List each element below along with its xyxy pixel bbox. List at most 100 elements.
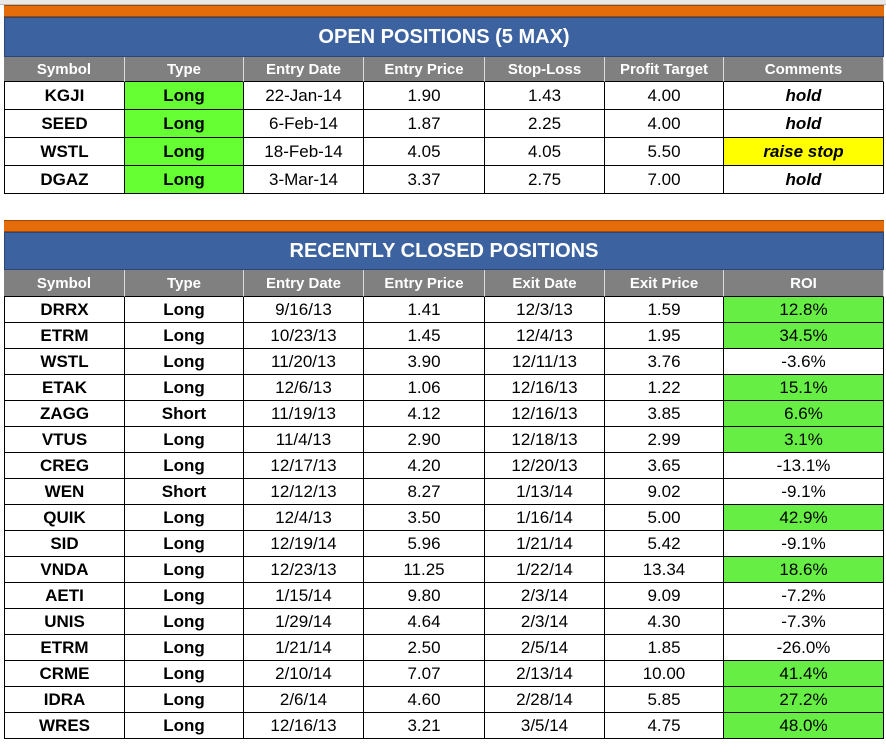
table-cell: DGAZ (4, 166, 125, 194)
table-cell: 3.37 (364, 166, 485, 194)
column-header: Entry Date (244, 57, 364, 82)
table-cell: 1/16/14 (485, 505, 605, 531)
table-cell: 12.8% (724, 297, 884, 323)
table-cell: 3.1% (724, 427, 884, 453)
table-cell: 12/3/13 (485, 297, 605, 323)
table-cell: 9.80 (364, 583, 485, 609)
table-cell: Long (125, 661, 244, 687)
table-cell: 2/3/14 (485, 609, 605, 635)
table-cell: 2/3/14 (485, 583, 605, 609)
column-header: Symbol (4, 270, 125, 297)
table-cell: 1.87 (364, 110, 485, 138)
table-cell: KGJI (4, 82, 125, 110)
table-cell: 4.05 (364, 138, 485, 166)
table-cell: 15.1% (724, 375, 884, 401)
table-cell: 18-Feb-14 (244, 138, 364, 166)
table-cell: 1/21/14 (485, 531, 605, 557)
table-cell: 5.42 (605, 531, 724, 557)
column-header: ROI (724, 270, 884, 297)
table-cell: 3.21 (364, 713, 485, 739)
table-cell: -13.1% (724, 453, 884, 479)
table-cell: ZAGG (4, 401, 125, 427)
table-cell: 11/4/13 (244, 427, 364, 453)
table-cell: 4.75 (605, 713, 724, 739)
table-cell: -9.1% (724, 531, 884, 557)
table-cell: ETRM (4, 635, 125, 661)
section-title: RECENTLY CLOSED POSITIONS (4, 232, 884, 270)
table-cell: 1.45 (364, 323, 485, 349)
table-cell: 1/21/14 (244, 635, 364, 661)
table-cell: 7.07 (364, 661, 485, 687)
table-cell: VNDA (4, 557, 125, 583)
table-cell: 3.65 (605, 453, 724, 479)
table-cell: 5.85 (605, 687, 724, 713)
table-cell: 4.05 (485, 138, 605, 166)
table-cell: VTUS (4, 427, 125, 453)
table-cell: -9.1% (724, 479, 884, 505)
table-cell: CRME (4, 661, 125, 687)
table-cell: 12/17/13 (244, 453, 364, 479)
table-cell: 12/12/13 (244, 479, 364, 505)
table-cell: Long (125, 453, 244, 479)
table-cell: hold (724, 166, 884, 194)
table-cell: 12/23/13 (244, 557, 364, 583)
column-header: Type (125, 57, 244, 82)
table-cell: 1.85 (605, 635, 724, 661)
column-header: Profit Target (605, 57, 724, 82)
table-cell: 2/13/14 (485, 661, 605, 687)
table-cell: 3.50 (364, 505, 485, 531)
table-cell: QUIK (4, 505, 125, 531)
column-header: Comments (724, 57, 884, 82)
table-cell: 12/11/13 (485, 349, 605, 375)
table-cell: 27.2% (724, 687, 884, 713)
table-cell: 12/16/13 (244, 713, 364, 739)
table-cell: Long (125, 635, 244, 661)
table-cell: ETAK (4, 375, 125, 401)
table-cell: 4.30 (605, 609, 724, 635)
table-cell: 2/10/14 (244, 661, 364, 687)
table-cell: -26.0% (724, 635, 884, 661)
table-cell: 1.59 (605, 297, 724, 323)
table-cell: 1.41 (364, 297, 485, 323)
table-cell: 10/23/13 (244, 323, 364, 349)
table-cell: 12/18/13 (485, 427, 605, 453)
table-cell: 34.5% (724, 323, 884, 349)
column-header: Exit Date (485, 270, 605, 297)
table-cell: 3-Mar-14 (244, 166, 364, 194)
table-cell: ETRM (4, 323, 125, 349)
table-cell: Long (125, 166, 244, 194)
table-cell: DRRX (4, 297, 125, 323)
table-cell: Short (125, 401, 244, 427)
table-cell: 2/28/14 (485, 687, 605, 713)
table-cell: UNIS (4, 609, 125, 635)
table-cell: 1.43 (485, 82, 605, 110)
table-cell: 22-Jan-14 (244, 82, 364, 110)
table-cell: Long (125, 583, 244, 609)
table-cell: 2/6/14 (244, 687, 364, 713)
table-cell: 1.06 (364, 375, 485, 401)
table-cell: 3/5/14 (485, 713, 605, 739)
section-bar (4, 220, 884, 232)
table-cell: Long (125, 375, 244, 401)
table-cell: 12/16/13 (485, 401, 605, 427)
table-cell: Long (125, 531, 244, 557)
table-cell: 10.00 (605, 661, 724, 687)
table-cell: Long (125, 609, 244, 635)
table-cell: -7.2% (724, 583, 884, 609)
table-cell: 9/16/13 (244, 297, 364, 323)
table-cell: 2.25 (485, 110, 605, 138)
table-cell: 4.60 (364, 687, 485, 713)
table-cell: 1.22 (605, 375, 724, 401)
table-cell: CREG (4, 453, 125, 479)
table-cell: 1/15/14 (244, 583, 364, 609)
column-header: Symbol (4, 57, 125, 82)
table-cell: 5.00 (605, 505, 724, 531)
table-cell: 7.00 (605, 166, 724, 194)
table-cell: 6-Feb-14 (244, 110, 364, 138)
table-cell: WSTL (4, 138, 125, 166)
table-cell: Long (125, 427, 244, 453)
table-cell: Long (125, 138, 244, 166)
section-bar (4, 5, 884, 17)
table-cell: SEED (4, 110, 125, 138)
table-cell: 4.00 (605, 82, 724, 110)
